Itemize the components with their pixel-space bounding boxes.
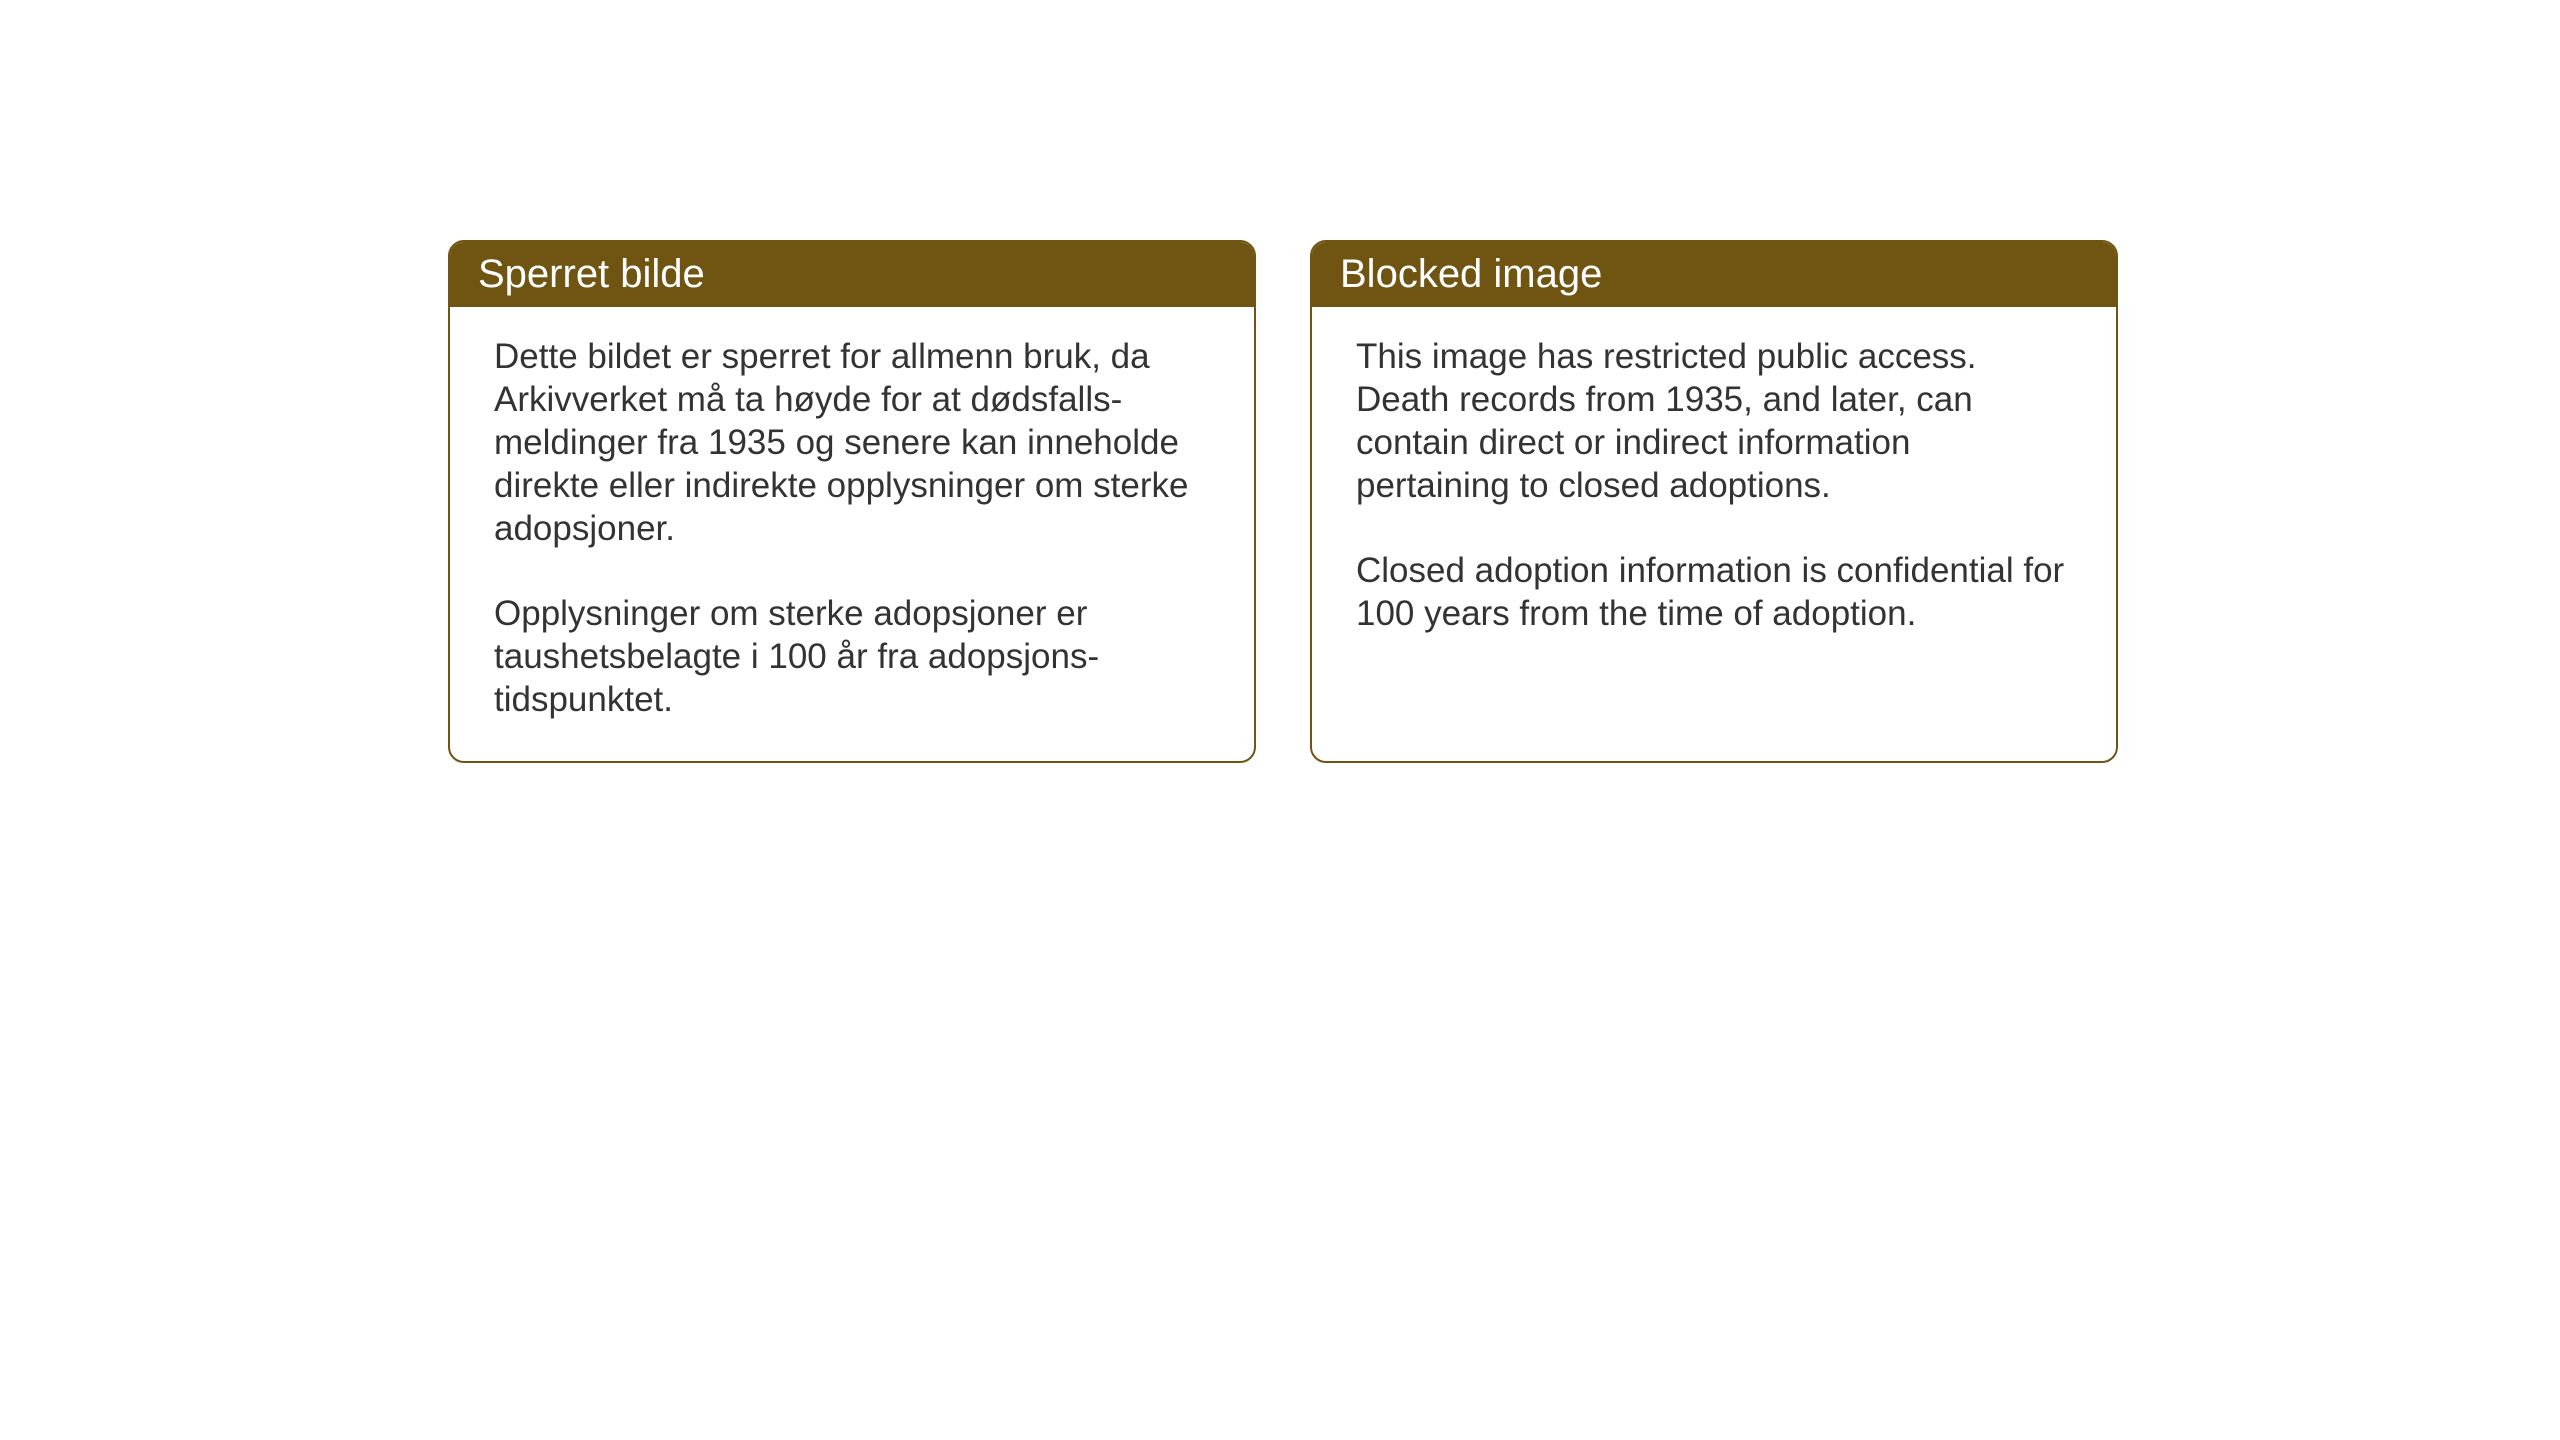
card-english: Blocked image This image has restricted … <box>1310 240 2118 763</box>
card-header-english: Blocked image <box>1312 242 2116 307</box>
card-paragraph1-norwegian: Dette bildet er sperret for allmenn bruk… <box>494 335 1210 550</box>
card-body-norwegian: Dette bildet er sperret for allmenn bruk… <box>450 307 1254 761</box>
card-paragraph1-english: This image has restricted public access.… <box>1356 335 2072 507</box>
card-paragraph2-english: Closed adoption information is confident… <box>1356 549 2072 635</box>
card-header-norwegian: Sperret bilde <box>450 242 1254 307</box>
cards-container: Sperret bilde Dette bildet er sperret fo… <box>448 240 2118 763</box>
card-paragraph2-norwegian: Opplysninger om sterke adopsjoner er tau… <box>494 592 1210 721</box>
card-title-norwegian: Sperret bilde <box>478 252 705 296</box>
card-title-english: Blocked image <box>1340 252 1602 296</box>
card-body-english: This image has restricted public access.… <box>1312 307 2116 675</box>
card-norwegian: Sperret bilde Dette bildet er sperret fo… <box>448 240 1256 763</box>
